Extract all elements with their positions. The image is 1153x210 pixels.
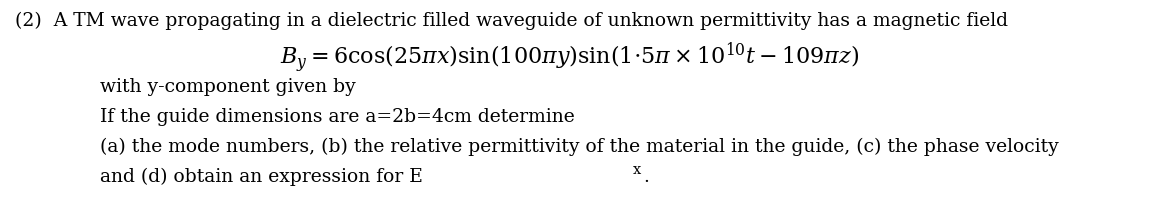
Text: (2)  A TM wave propagating in a dielectric filled waveguide of unknown permittiv: (2) A TM wave propagating in a dielectri… [15, 12, 1008, 30]
Text: .: . [643, 168, 649, 186]
Text: (a) the mode numbers, (b) the relative permittivity of the material in the guide: (a) the mode numbers, (b) the relative p… [100, 138, 1058, 156]
Text: If the guide dimensions are a=2b=4cm determine: If the guide dimensions are a=2b=4cm det… [100, 108, 574, 126]
Text: x: x [633, 163, 641, 177]
Text: $\mathit{B}_{\mathit{y}}=6\cos(25\pi x)\sin(100\pi y)\sin(1{\cdot}5\pi\times10^{: $\mathit{B}_{\mathit{y}}=6\cos(25\pi x)\… [280, 40, 860, 75]
Text: with y-component given by: with y-component given by [100, 78, 356, 96]
Text: and (d) obtain an expression for E: and (d) obtain an expression for E [100, 168, 423, 186]
